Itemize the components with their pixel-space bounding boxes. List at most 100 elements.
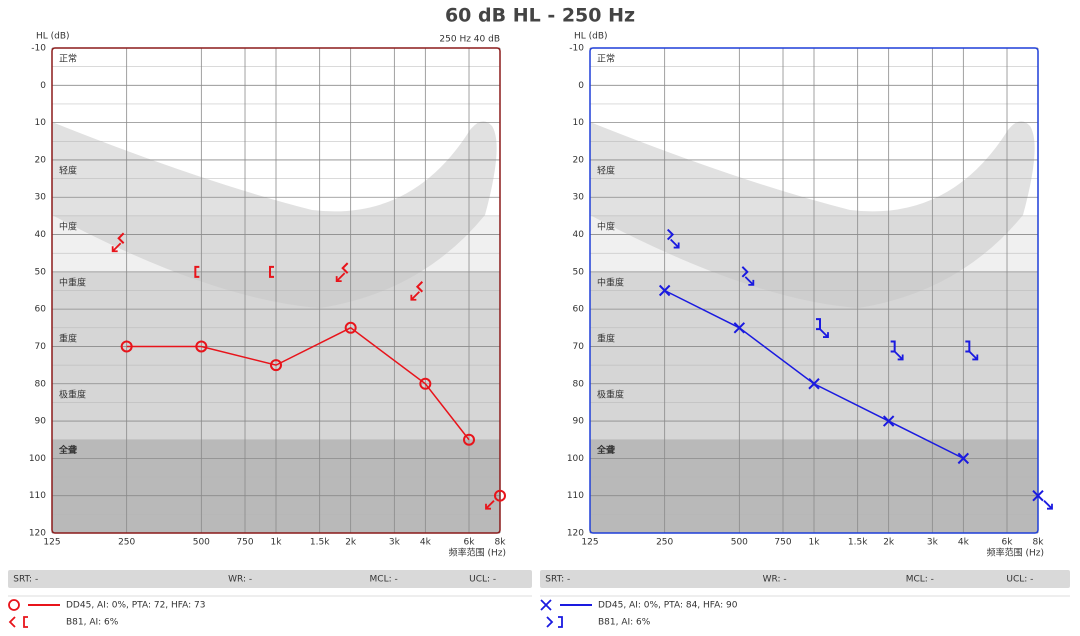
air-marker [463,433,476,446]
air-marker [120,340,133,353]
y-tick-label: 70 [35,342,47,352]
no-response-arrow [111,242,122,253]
air-marker [270,359,282,372]
info-field: WR: - [228,575,252,585]
x-tick-label: 750 [774,538,791,548]
x-tick-label: 500 [731,538,748,548]
air-marker [419,377,432,390]
x-tick-label: 2k [345,538,357,548]
air-marker [957,452,970,465]
y-tick-label: 70 [573,342,585,352]
bone-marker [890,340,896,353]
y-tick-label: 100 [567,454,584,464]
x-tick-label: 250 [118,538,135,548]
y-tick-label: 120 [567,529,584,539]
x-tick-label: 125 [581,538,598,548]
x-tick-label: 1.5k [310,538,330,548]
severity-label: 全聋 [58,444,77,456]
x-axis-label: 频率范围 (Hz) [987,547,1044,559]
x-tick-label: 1.5k [848,538,868,548]
y-tick-label: 60 [35,305,47,315]
severity-label: 全聋 [596,444,615,456]
no-response-arrow [744,276,755,286]
severity-label: 重度 [597,332,615,344]
info-field: UCL: - [1006,575,1033,585]
bone-marker [816,318,821,331]
x-tick-label: 125 [43,538,60,548]
y-tick-label: 30 [35,193,47,203]
bone-marker [965,340,971,353]
speech-banana [52,121,497,308]
bone-marker [558,616,563,628]
bone-marker [8,616,16,628]
severity-label: 中度 [59,220,77,232]
no-response-arrow [819,328,829,338]
severity-label: 中度 [597,220,615,232]
x-tick-label: 8k [1033,538,1045,548]
y-tick-label: -10 [31,44,46,54]
y-tick-label: 10 [573,118,585,128]
severity-label: 轻度 [597,164,615,176]
info-field: MCL: - [370,575,398,585]
y-tick-label: 110 [567,491,584,501]
air-marker [8,599,20,611]
plot-frame [589,47,1039,534]
y-tick-label: 90 [35,417,47,427]
severity-label: 极重度 [59,388,86,400]
bone-marker [194,265,200,278]
bone-marker [415,281,424,293]
bone-marker [341,262,349,274]
x-tick-label: 1k [809,538,821,548]
y-axis-label: HL (dB) [36,32,70,42]
severity-label: 中重度 [597,276,624,288]
bone-marker [666,228,675,241]
x-tick-label: 8k [495,538,507,548]
y-tick-label: 10 [35,118,47,128]
y-tick-label: 120 [29,529,46,539]
no-response-arrow [1043,500,1053,510]
y-tick-label: -10 [569,44,584,54]
x-tick-label: 6k [464,538,476,548]
y-tick-label: 40 [573,230,585,240]
no-response-arrow [485,500,495,510]
bone-marker [23,616,28,628]
bone-marker [741,266,749,278]
y-tick-label: 0 [578,81,584,91]
bone-marker [546,616,554,628]
air-marker [540,599,552,611]
x-tick-label: 6k [1002,538,1014,548]
air-marker [1032,489,1044,502]
legend-label: B81, AI: 6% [66,618,119,628]
severity-label: 中重度 [59,276,86,288]
legend-label: DD45, AI: 0%, PTA: 72, HFA: 73 [66,601,206,611]
info-field: WR: - [763,575,787,585]
x-tick-label: 1k [271,538,283,548]
severity-label: 轻度 [59,164,77,176]
x-axis-label: 频率范围 (Hz) [449,547,506,559]
air-marker [658,284,671,297]
cursor-note: 250 Hz 40 dB [439,35,500,45]
y-tick-label: 90 [573,417,585,427]
y-tick-label: 50 [573,267,585,277]
x-tick-label: 3k [927,538,939,548]
x-tick-label: 3k [389,538,401,548]
x-tick-label: 750 [236,538,253,548]
info-bar [8,570,532,588]
info-field: MCL: - [906,575,934,585]
x-tick-label: 500 [193,538,210,548]
plot-frame [51,47,501,534]
speech-banana [590,121,1035,308]
y-axis-label: HL (dB) [574,32,608,42]
page-title: 60 dB HL - 250 Hz [445,5,635,27]
y-tick-label: 40 [35,230,47,240]
air-marker [808,378,820,390]
air-marker [882,415,895,427]
x-tick-label: 4k [958,538,970,548]
info-field: SRT: - [545,575,570,585]
bone-marker [269,265,274,278]
no-response-arrow [670,238,680,249]
y-tick-label: 80 [35,379,47,389]
